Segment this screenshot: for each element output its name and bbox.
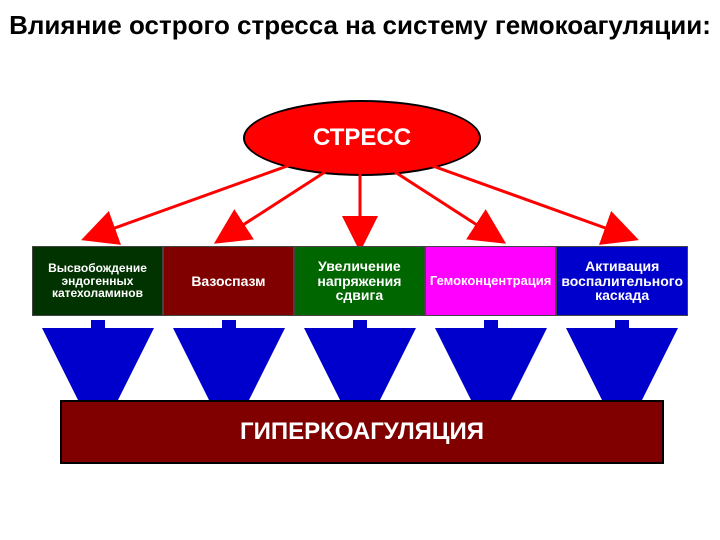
mid-row: Высвобождение эндогенных катехоламинов В… [32, 246, 688, 316]
mid-box-label: Гемоконцентрация [430, 274, 551, 288]
page-title: Влияние острого стресса на систему гемок… [0, 0, 720, 41]
mid-box-vasospasm: Вазоспазм [163, 246, 294, 316]
mid-box-label: Высвобождение эндогенных катехоламинов [37, 262, 158, 300]
mid-box-label: Увеличение напряжения сдвига [299, 259, 420, 303]
mid-box-shear: Увеличение напряжения сдвига [294, 246, 425, 316]
hypercoagulation-label: ГИПЕРКОАГУЛЯЦИЯ [240, 418, 484, 446]
mid-box-inflammation: Активация воспалительного каскада [556, 246, 688, 316]
mid-box-hemoconcentration: Гемоконцентрация [425, 246, 556, 316]
hypercoagulation-box: ГИПЕРКОАГУЛЯЦИЯ [60, 400, 664, 464]
mid-box-catecholamines: Высвобождение эндогенных катехоламинов [32, 246, 163, 316]
stress-label: СТРЕСС [313, 124, 411, 152]
mid-box-label: Активация воспалительного каскада [561, 259, 683, 303]
stress-node: СТРЕСС [243, 100, 481, 176]
mid-box-label: Вазоспазм [191, 274, 265, 289]
